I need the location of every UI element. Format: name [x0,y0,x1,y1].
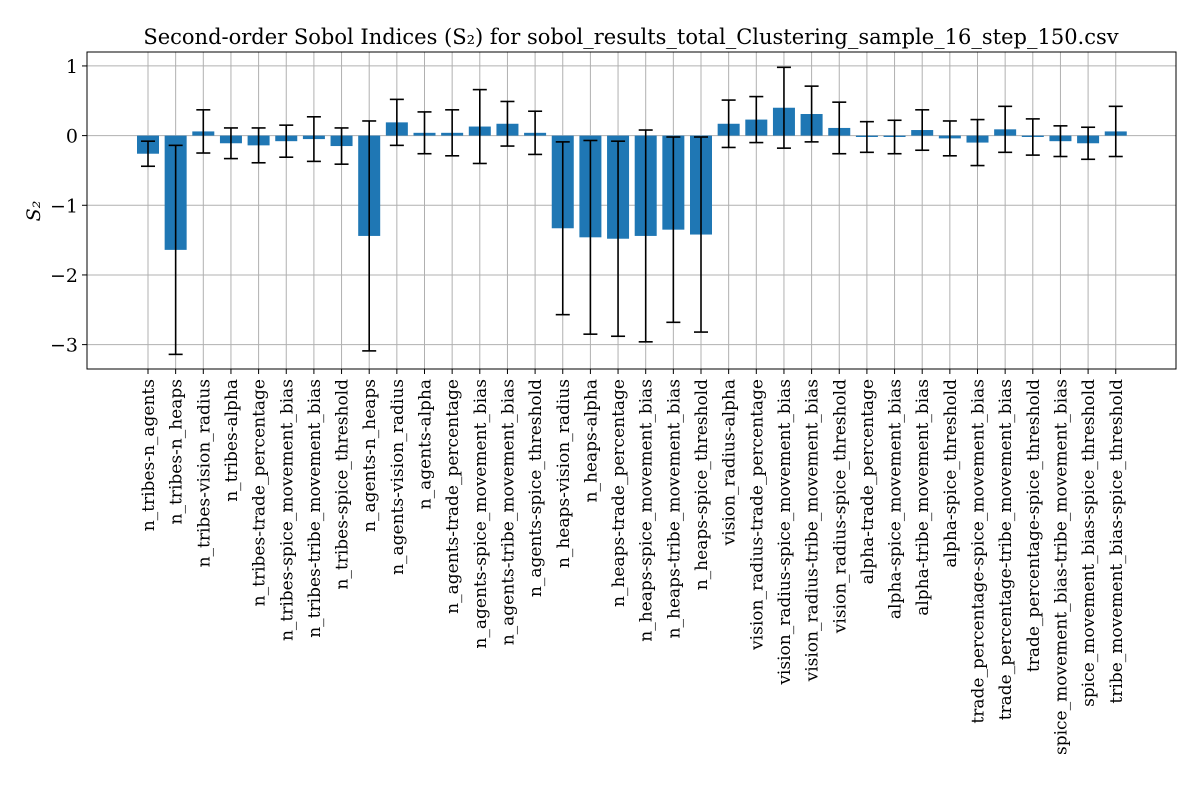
x-tick-label: n_tribes-tribe_movement_bias [305,379,325,638]
x-tick-label: n_tribes-alpha [222,379,242,502]
x-tick-label: n_agents-alpha [416,379,436,509]
y-tick-label: −2 [50,265,78,287]
x-tick-label: n_heaps-tribe_movement_bias [664,379,684,638]
x-tick-label: n_agents-trade_percentage [443,379,463,614]
x-tick-label: n_tribes-n_agents [139,379,159,531]
x-tick-label: alpha-trade_percentage [858,379,878,584]
x-tick-label: n_tribes-n_heaps [167,379,187,524]
error-bars-layer [141,66,1123,356]
x-tick-label: alpha-spice_movement_bias [886,379,906,619]
x-tick-label: n_agents-n_heaps [360,379,380,532]
x-tick-label: n_agents-spice_movement_bias [471,379,491,649]
x-tick-label: vision_radius-spice_movement_bias [775,379,795,686]
x-tick-label: trade_percentage-spice_movement_bias [969,379,989,724]
x-tick-label: trade_percentage-spice_threshold [1024,379,1044,672]
y-tick-label: 1 [66,56,78,78]
plot-frame [86,51,1177,370]
x-tick-label: n_agents-vision_radius [388,379,408,575]
x-tick-label: vision_radius-trade_percentage [747,379,767,651]
y-tick-label: 0 [66,126,78,148]
x-tick-label: spice_movement_bias-spice_threshold [1079,379,1099,707]
x-tick-label: n_tribes-vision_radius [194,379,214,567]
y-ticks-layer: 1 0 −1 −2 −3 [50,56,87,357]
x-tick-label: n_heaps-alpha [581,379,601,502]
y-tick-label: −1 [50,195,78,217]
x-tick-label: n_tribes-trade_percentage [250,379,270,606]
y-tick-label: −3 [50,335,78,357]
x-tick-label: n_heaps-vision_radius [554,379,574,568]
x-tick-label: vision_radius-tribe_movement_bias [803,379,823,682]
x-tick-label: n_heaps-spice_movement_bias [637,379,657,642]
x-tick-label: trade_percentage-tribe_movement_bias [996,379,1016,720]
x-tick-label: n_heaps-trade_percentage [609,379,629,607]
x-tick-label: alpha-spice_threshold [941,379,961,568]
x-tick-label: n_heaps-spice_threshold [692,379,712,590]
x-tick-label: vision_radius-spice_threshold [830,379,850,634]
x-tick-label: n_tribes-spice_threshold [333,379,353,590]
y-axis-label: S₂ [23,201,45,222]
chart-title: Second-order Sobol Indices (S₂) for sobo… [143,25,1118,49]
x-tick-label: alpha-tribe_movement_bias [913,379,933,616]
x-tick-label: spice_movement_bias-tribe_movement_bias [1051,379,1071,755]
x-ticks-layer: n_tribes-n_agents n_tribes-n_heaps n_tribe… [139,369,1127,755]
x-tick-label: tribe_movement_bias-spice_threshold [1107,379,1127,704]
x-tick-label: vision_radius-alpha [720,379,740,546]
grid-layer [87,52,1176,369]
x-tick-label: n_agents-tribe_movement_bias [498,379,518,645]
x-tick-label: n_tribes-spice_movement_bias [277,379,297,641]
x-tick-label: n_agents-spice_threshold [526,379,546,597]
